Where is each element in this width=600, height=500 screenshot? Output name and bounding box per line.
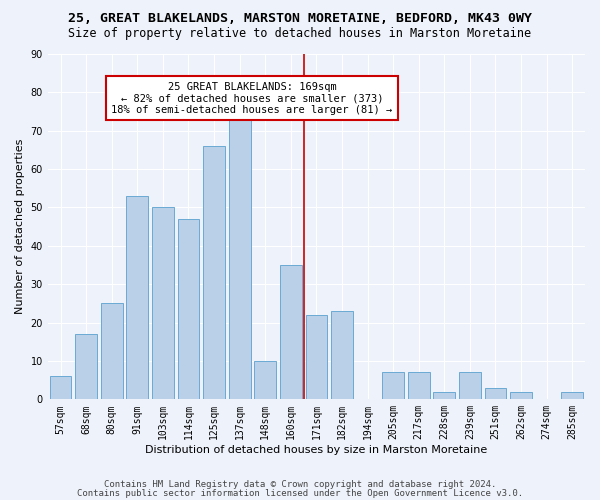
Bar (382, 372, 404, 400)
Text: Size of property relative to detached houses in Marston Moretaine: Size of property relative to detached ho… (68, 28, 532, 40)
Bar (331, 311, 353, 400)
Bar (178, 219, 199, 400)
Bar (305, 315, 327, 400)
Text: 25, GREAT BLAKELANDS, MARSTON MORETAINE, BEDFORD, MK43 0WY: 25, GREAT BLAKELANDS, MARSTON MORETAINE,… (68, 12, 532, 26)
X-axis label: Distribution of detached houses by size in Marston Moretaine: Distribution of detached houses by size … (145, 445, 488, 455)
Bar (459, 372, 481, 400)
Bar (101, 304, 122, 400)
Text: Contains public sector information licensed under the Open Government Licence v3: Contains public sector information licen… (77, 490, 523, 498)
Y-axis label: Number of detached properties: Number of detached properties (15, 139, 25, 314)
Bar (433, 392, 455, 400)
Text: 25 GREAT BLAKELANDS: 169sqm
← 82% of detached houses are smaller (373)
18% of se: 25 GREAT BLAKELANDS: 169sqm ← 82% of det… (112, 82, 392, 115)
Bar (510, 392, 532, 400)
Bar (408, 372, 430, 400)
Bar (280, 265, 302, 400)
Bar (485, 388, 506, 400)
Text: Contains HM Land Registry data © Crown copyright and database right 2024.: Contains HM Land Registry data © Crown c… (104, 480, 496, 489)
Bar (75, 334, 97, 400)
Bar (50, 376, 71, 400)
Bar (562, 392, 583, 400)
Bar (254, 361, 276, 400)
Bar (229, 108, 251, 400)
Bar (152, 208, 174, 400)
Bar (203, 146, 225, 400)
Bar (127, 196, 148, 400)
